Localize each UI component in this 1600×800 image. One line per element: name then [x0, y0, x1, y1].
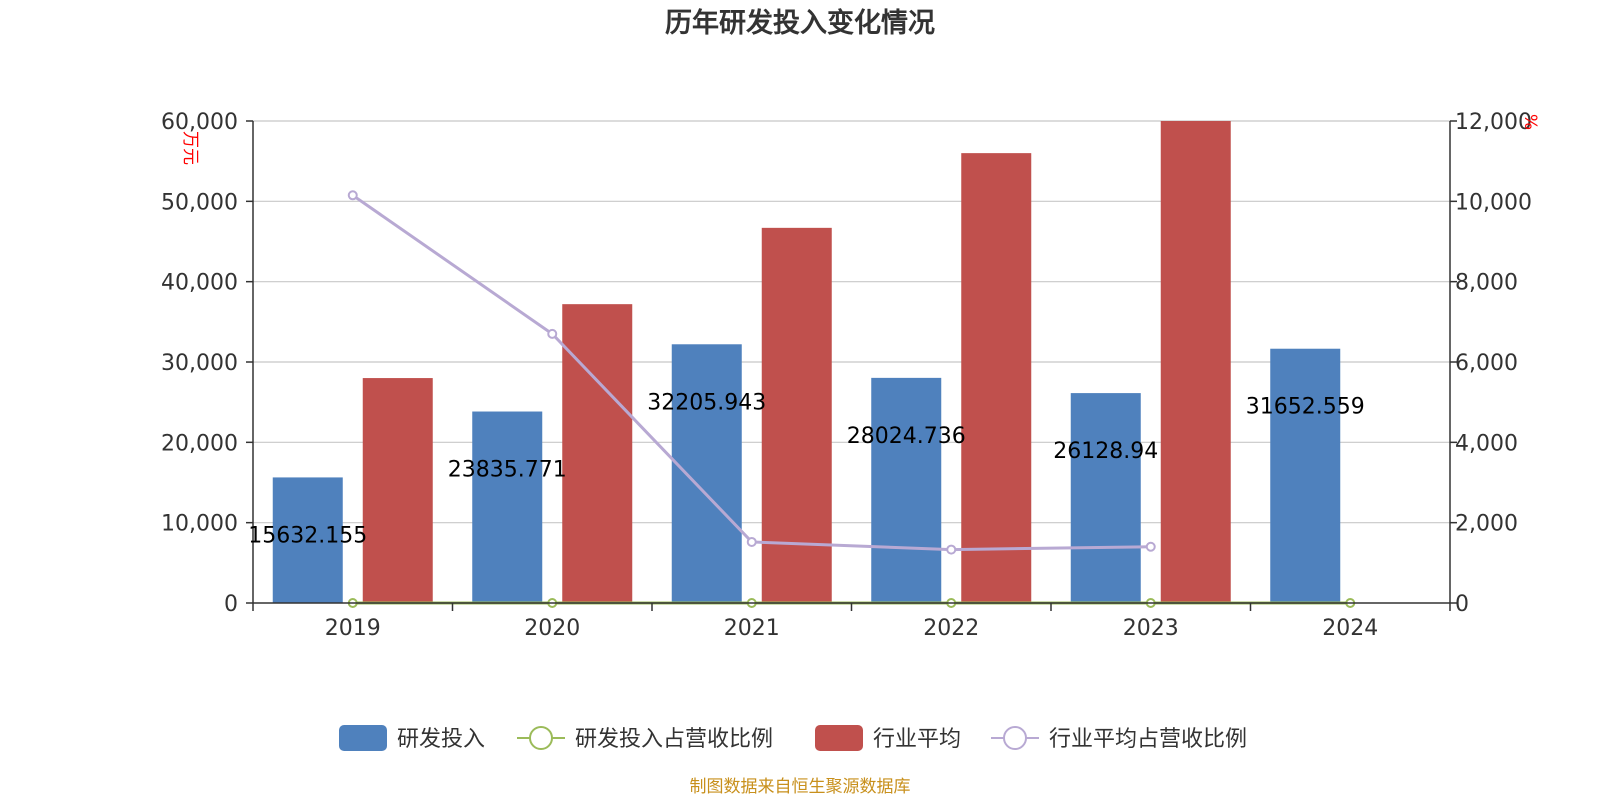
- line-point: [547, 328, 558, 339]
- left-tick-label: 50,000: [161, 190, 238, 215]
- axes: 0 0 10,000 2,000 20,000 4,000 30,000 6,000 40,00…: [161, 110, 1532, 641]
- line-point: [1145, 541, 1156, 552]
- bar: [362, 378, 433, 603]
- x-tick-label: 2024: [1322, 616, 1378, 641]
- bar: [272, 477, 343, 603]
- right-tick-label: 4,000: [1455, 431, 1518, 456]
- line-point: [347, 190, 358, 201]
- data-label: 31652.559: [1246, 395, 1365, 420]
- bar: [472, 411, 543, 603]
- x-tick-label: 2022: [923, 616, 979, 641]
- bar: [871, 377, 942, 603]
- right-tick-label: 6,000: [1455, 351, 1518, 376]
- right-tick-label: 12,000: [1455, 110, 1532, 135]
- bar: [562, 304, 633, 603]
- bars: [272, 121, 1341, 604]
- bar: [1270, 348, 1341, 603]
- legend-label: 行业平均: [873, 727, 961, 752]
- data-label: 26128.94: [1053, 439, 1158, 464]
- chart-title: 历年研发投入变化情况: [665, 7, 935, 39]
- legend-label: 研发投入: [397, 727, 485, 752]
- legend: 研发投入 研发投入占营收比例 行业平均 行业平均占营收比例: [339, 725, 1247, 752]
- left-tick-label: 0: [224, 592, 238, 617]
- legend-label: 研发投入占营收比例: [575, 727, 773, 752]
- data-labels: 15632.155 23835.771 32205.943 28024.736 2612…: [248, 390, 1364, 548]
- right-tick-label: 8,000: [1455, 271, 1518, 296]
- bar: [961, 153, 1032, 603]
- legend-swatch: [815, 725, 863, 751]
- right-tick-label: 2,000: [1455, 512, 1518, 537]
- line-point: [946, 544, 957, 555]
- left-tick-label: 20,000: [161, 431, 238, 456]
- left-axis-unit: 万元: [180, 131, 200, 165]
- data-label: 23835.771: [448, 458, 567, 483]
- left-tick-label: 40,000: [161, 271, 238, 296]
- legend-marker: [529, 726, 553, 750]
- grid: [253, 120, 1450, 524]
- legend-swatch: [339, 725, 387, 751]
- right-axis-unit: %: [1520, 114, 1540, 130]
- data-label: 32205.943: [647, 390, 766, 415]
- bar: [1160, 121, 1231, 603]
- data-label: 28024.736: [847, 424, 966, 449]
- bar: [671, 344, 742, 603]
- x-tick-label: 2020: [524, 616, 580, 641]
- x-tick-label: 2019: [325, 616, 381, 641]
- bar: [761, 227, 832, 604]
- right-tick-label: 10,000: [1455, 190, 1532, 215]
- right-tick-label: 0: [1455, 592, 1469, 617]
- legend-label: 行业平均占营收比例: [1049, 727, 1247, 752]
- left-tick-label: 30,000: [161, 351, 238, 376]
- left-tick-label: 10,000: [161, 512, 238, 537]
- left-tick-label: 60,000: [161, 110, 238, 135]
- source-note: 制图数据来自恒生聚源数据库: [690, 777, 911, 797]
- legend-marker: [1003, 726, 1027, 750]
- x-tick-label: 2021: [724, 616, 780, 641]
- bar: [1070, 393, 1141, 603]
- x-tick-label: 2023: [1123, 616, 1179, 641]
- line-point: [746, 536, 757, 547]
- data-label: 15632.155: [248, 523, 367, 548]
